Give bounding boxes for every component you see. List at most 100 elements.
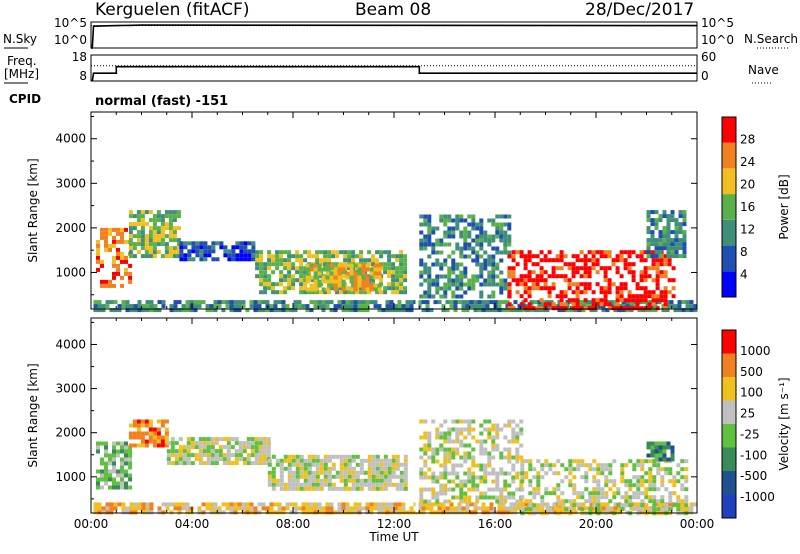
velocity-cell [520, 507, 525, 512]
power-cell [156, 230, 161, 235]
power-cell [116, 227, 120, 232]
power-cell [461, 304, 466, 309]
power-cell [393, 304, 398, 309]
power-cell [487, 242, 492, 247]
power-cell [639, 294, 644, 299]
velocity-cell [319, 470, 324, 475]
power-cell [662, 210, 667, 215]
velocity-cell [536, 483, 541, 488]
power-cell [397, 308, 402, 313]
velocity-cell [222, 445, 227, 450]
power-cell [674, 234, 679, 239]
velocity-cell [133, 510, 138, 515]
power-cell [259, 290, 264, 295]
velocity-cell [275, 462, 280, 467]
velocity-cell [513, 510, 518, 515]
velocity-cell [588, 463, 593, 468]
power-cell [639, 250, 644, 255]
velocity-cell [447, 435, 452, 440]
velocity-cell [481, 506, 486, 511]
power-colorbar-swatch [722, 271, 736, 297]
velocity-cell [515, 475, 520, 480]
power-cell [108, 247, 112, 252]
power-cell [291, 282, 296, 287]
power-cell [391, 266, 396, 271]
power-cell [243, 249, 248, 254]
power-cell [663, 286, 668, 291]
power-cell [611, 258, 616, 263]
power-cell [132, 222, 137, 227]
power-cell [674, 226, 679, 231]
noise-right-tick-label: 10^5 [701, 16, 734, 30]
power-cell [623, 258, 628, 263]
power-cell [419, 238, 424, 243]
power-cell [427, 266, 432, 271]
velocity-cell [487, 451, 492, 456]
velocity-cell [495, 435, 500, 440]
velocity-cell [331, 462, 336, 467]
velocity-cell [447, 455, 452, 460]
velocity-cell [423, 419, 428, 424]
power-cell [423, 270, 428, 275]
power-cell [682, 214, 687, 219]
velocity-cell [373, 506, 378, 511]
velocity-cell [349, 510, 354, 515]
velocity-cell [218, 453, 223, 458]
power-cell [243, 245, 248, 250]
velocity-cell [399, 482, 404, 487]
power-cell [619, 298, 624, 303]
power-cell [567, 278, 572, 283]
velocity-cell [503, 435, 508, 440]
power-cell [315, 258, 320, 263]
power-cell [355, 290, 360, 295]
power-colorbar-swatch [722, 142, 736, 169]
power-cell [670, 214, 675, 219]
power-cell [443, 234, 448, 239]
power-cell [387, 270, 392, 275]
velocity-cell [291, 478, 296, 483]
power-cell [671, 278, 676, 283]
velocity-cell [532, 495, 537, 500]
power-cell [333, 283, 338, 288]
power-cell [673, 308, 678, 313]
velocity-cell [431, 479, 436, 484]
velocity-cell [648, 479, 653, 484]
power-cell [583, 270, 588, 275]
power-cell [176, 246, 181, 251]
velocity-cell [202, 445, 207, 450]
velocity-cell [540, 503, 545, 508]
velocity-cell [519, 499, 524, 504]
power-cell [646, 214, 651, 219]
power-cell [160, 218, 165, 223]
velocity-cell [383, 466, 388, 471]
velocity-cell [250, 437, 255, 442]
power-cell [635, 294, 640, 299]
power-cell [535, 306, 540, 311]
velocity-colorbar-tick-label: -1000 [740, 490, 775, 504]
power-cell [575, 258, 580, 263]
velocity-cell [387, 462, 392, 467]
velocity-cell [572, 503, 577, 508]
power-colorbar-tick-label: 24 [740, 155, 755, 169]
power-cell [160, 238, 165, 243]
power-cell [507, 306, 512, 311]
power-cell [399, 258, 404, 263]
power-cell [395, 254, 400, 259]
power-cell [129, 308, 134, 313]
velocity-cell [544, 491, 549, 496]
velocity-cell [319, 462, 324, 467]
power-cell [297, 300, 302, 305]
power-cell [471, 226, 476, 231]
power-cell [455, 282, 460, 287]
velocity-cell [357, 502, 362, 507]
velocity-cell [499, 491, 504, 496]
power-cell [666, 254, 671, 259]
power-cell [303, 286, 308, 291]
velocity-cell [467, 471, 472, 476]
power-cell [607, 302, 612, 307]
power-cell [485, 300, 490, 305]
power-cell [176, 254, 181, 259]
velocity-cell [379, 470, 384, 475]
velocity-cell [636, 479, 641, 484]
velocity-cell [262, 445, 267, 450]
